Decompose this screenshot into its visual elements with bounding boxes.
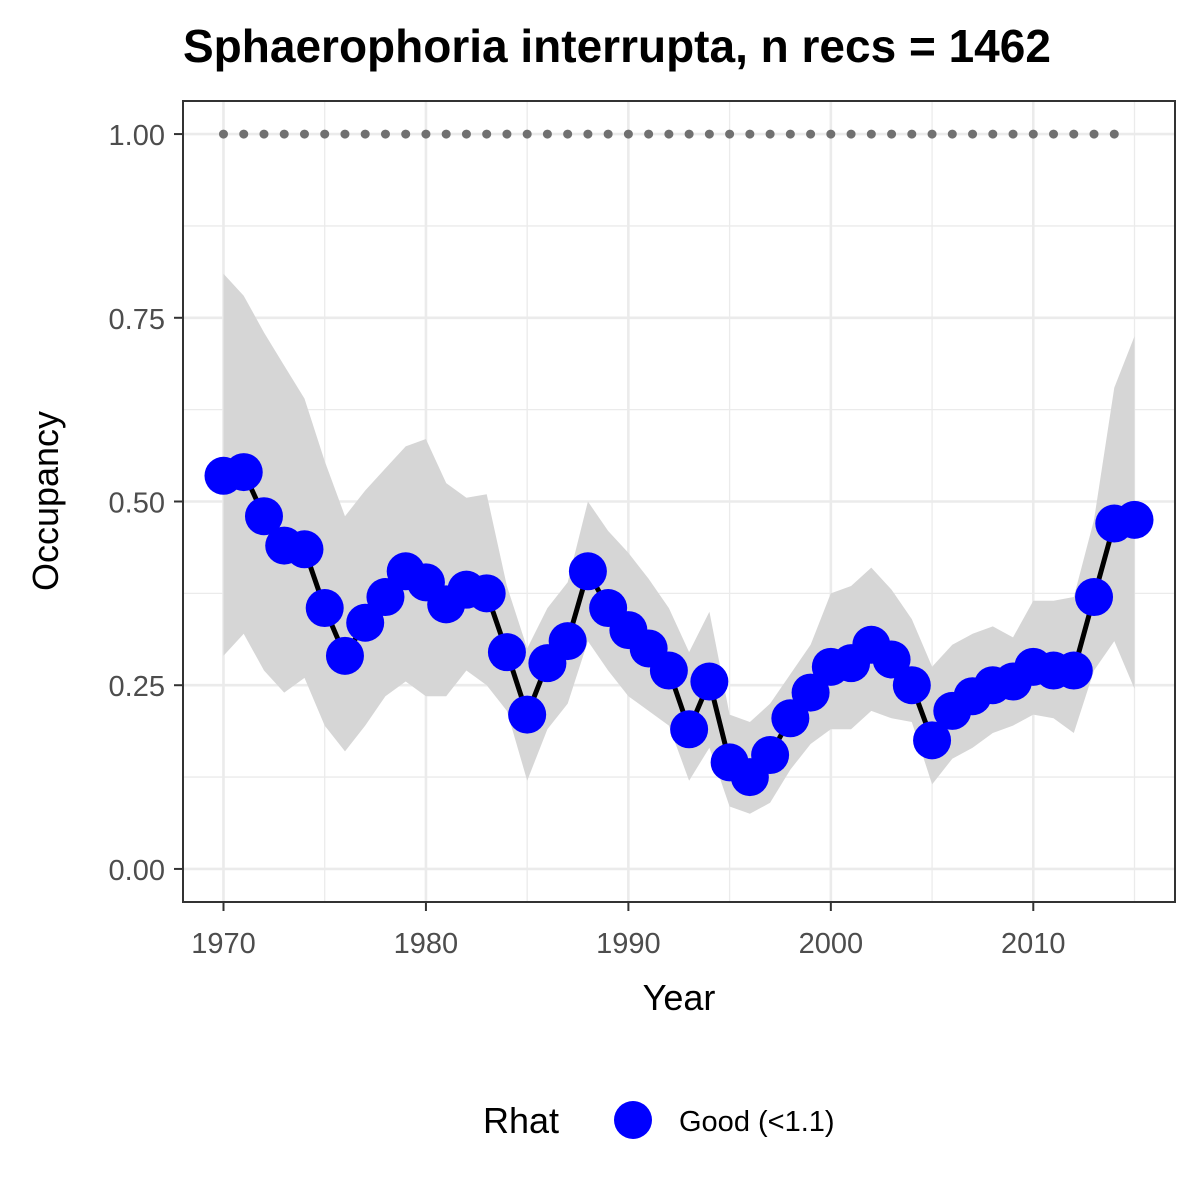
legend: Rhat Good (<1.1) [483, 1100, 835, 1141]
reference-point [361, 130, 370, 139]
data-point [650, 652, 688, 690]
reference-point [1049, 130, 1058, 139]
reference-point [482, 130, 491, 139]
reference-point [421, 130, 430, 139]
data-point [751, 736, 789, 774]
reference-point [239, 130, 248, 139]
reference-point [826, 130, 835, 139]
reference-point [1090, 130, 1099, 139]
x-tick-label: 2000 [799, 928, 864, 960]
x-tick-label: 2010 [1001, 928, 1066, 960]
reference-point [442, 130, 451, 139]
reference-point [1029, 130, 1038, 139]
y-tick-label: 0.25 [109, 671, 165, 703]
data-point [1075, 578, 1113, 616]
y-tick-label: 0.00 [109, 855, 165, 887]
reference-point [462, 130, 471, 139]
reference-point [381, 130, 390, 139]
reference-point [1069, 130, 1078, 139]
reference-point [705, 130, 714, 139]
chart-title: Sphaerophoria interrupta, n recs = 1462 [183, 20, 1051, 72]
reference-point [786, 130, 795, 139]
reference-point [725, 130, 734, 139]
reference-point [401, 130, 410, 139]
reference-point [907, 130, 916, 139]
x-axis-title: Year [643, 977, 716, 1018]
data-point [549, 622, 587, 660]
data-point [670, 710, 708, 748]
x-tick-label: 1990 [596, 928, 661, 960]
y-tick-label: 1.00 [109, 120, 165, 152]
reference-point [847, 130, 856, 139]
reference-point [604, 130, 613, 139]
reference-point [968, 130, 977, 139]
legend-key-good [614, 1101, 652, 1139]
data-point [1055, 652, 1093, 690]
reference-point [685, 130, 694, 139]
data-point [468, 574, 506, 612]
reference-point [1009, 130, 1018, 139]
reference-point [644, 130, 653, 139]
x-tick-label: 1970 [191, 928, 256, 960]
reference-point [988, 130, 997, 139]
reference-point [300, 130, 309, 139]
data-point [488, 633, 526, 671]
reference-point [320, 130, 329, 139]
reference-point [887, 130, 896, 139]
reference-point [543, 130, 552, 139]
reference-point [745, 130, 754, 139]
reference-point [867, 130, 876, 139]
reference-point [502, 130, 511, 139]
data-point [569, 552, 607, 590]
reference-point [948, 130, 957, 139]
data-point [306, 589, 344, 627]
reference-point [523, 130, 532, 139]
reference-point [806, 130, 815, 139]
data-point [508, 696, 546, 734]
reference-point [1110, 130, 1119, 139]
reference-point [280, 130, 289, 139]
data-point [285, 530, 323, 568]
reference-point [563, 130, 572, 139]
y-tick-label: 0.75 [109, 304, 165, 336]
reference-point [583, 130, 592, 139]
data-point [326, 637, 364, 675]
data-point [690, 663, 728, 701]
reference-point [928, 130, 937, 139]
x-tick-label: 1980 [394, 928, 459, 960]
data-point [225, 453, 263, 491]
reference-point [219, 130, 228, 139]
legend-title: Rhat [483, 1100, 559, 1141]
data-point [1116, 501, 1154, 539]
y-tick-label: 0.50 [109, 488, 165, 520]
data-point [893, 666, 931, 704]
reference-point [340, 130, 349, 139]
reference-point [664, 130, 673, 139]
legend-label-good: Good (<1.1) [679, 1106, 835, 1138]
reference-point [259, 130, 268, 139]
reference-point [766, 130, 775, 139]
y-axis-title: Occupancy [25, 411, 66, 591]
reference-point [624, 130, 633, 139]
